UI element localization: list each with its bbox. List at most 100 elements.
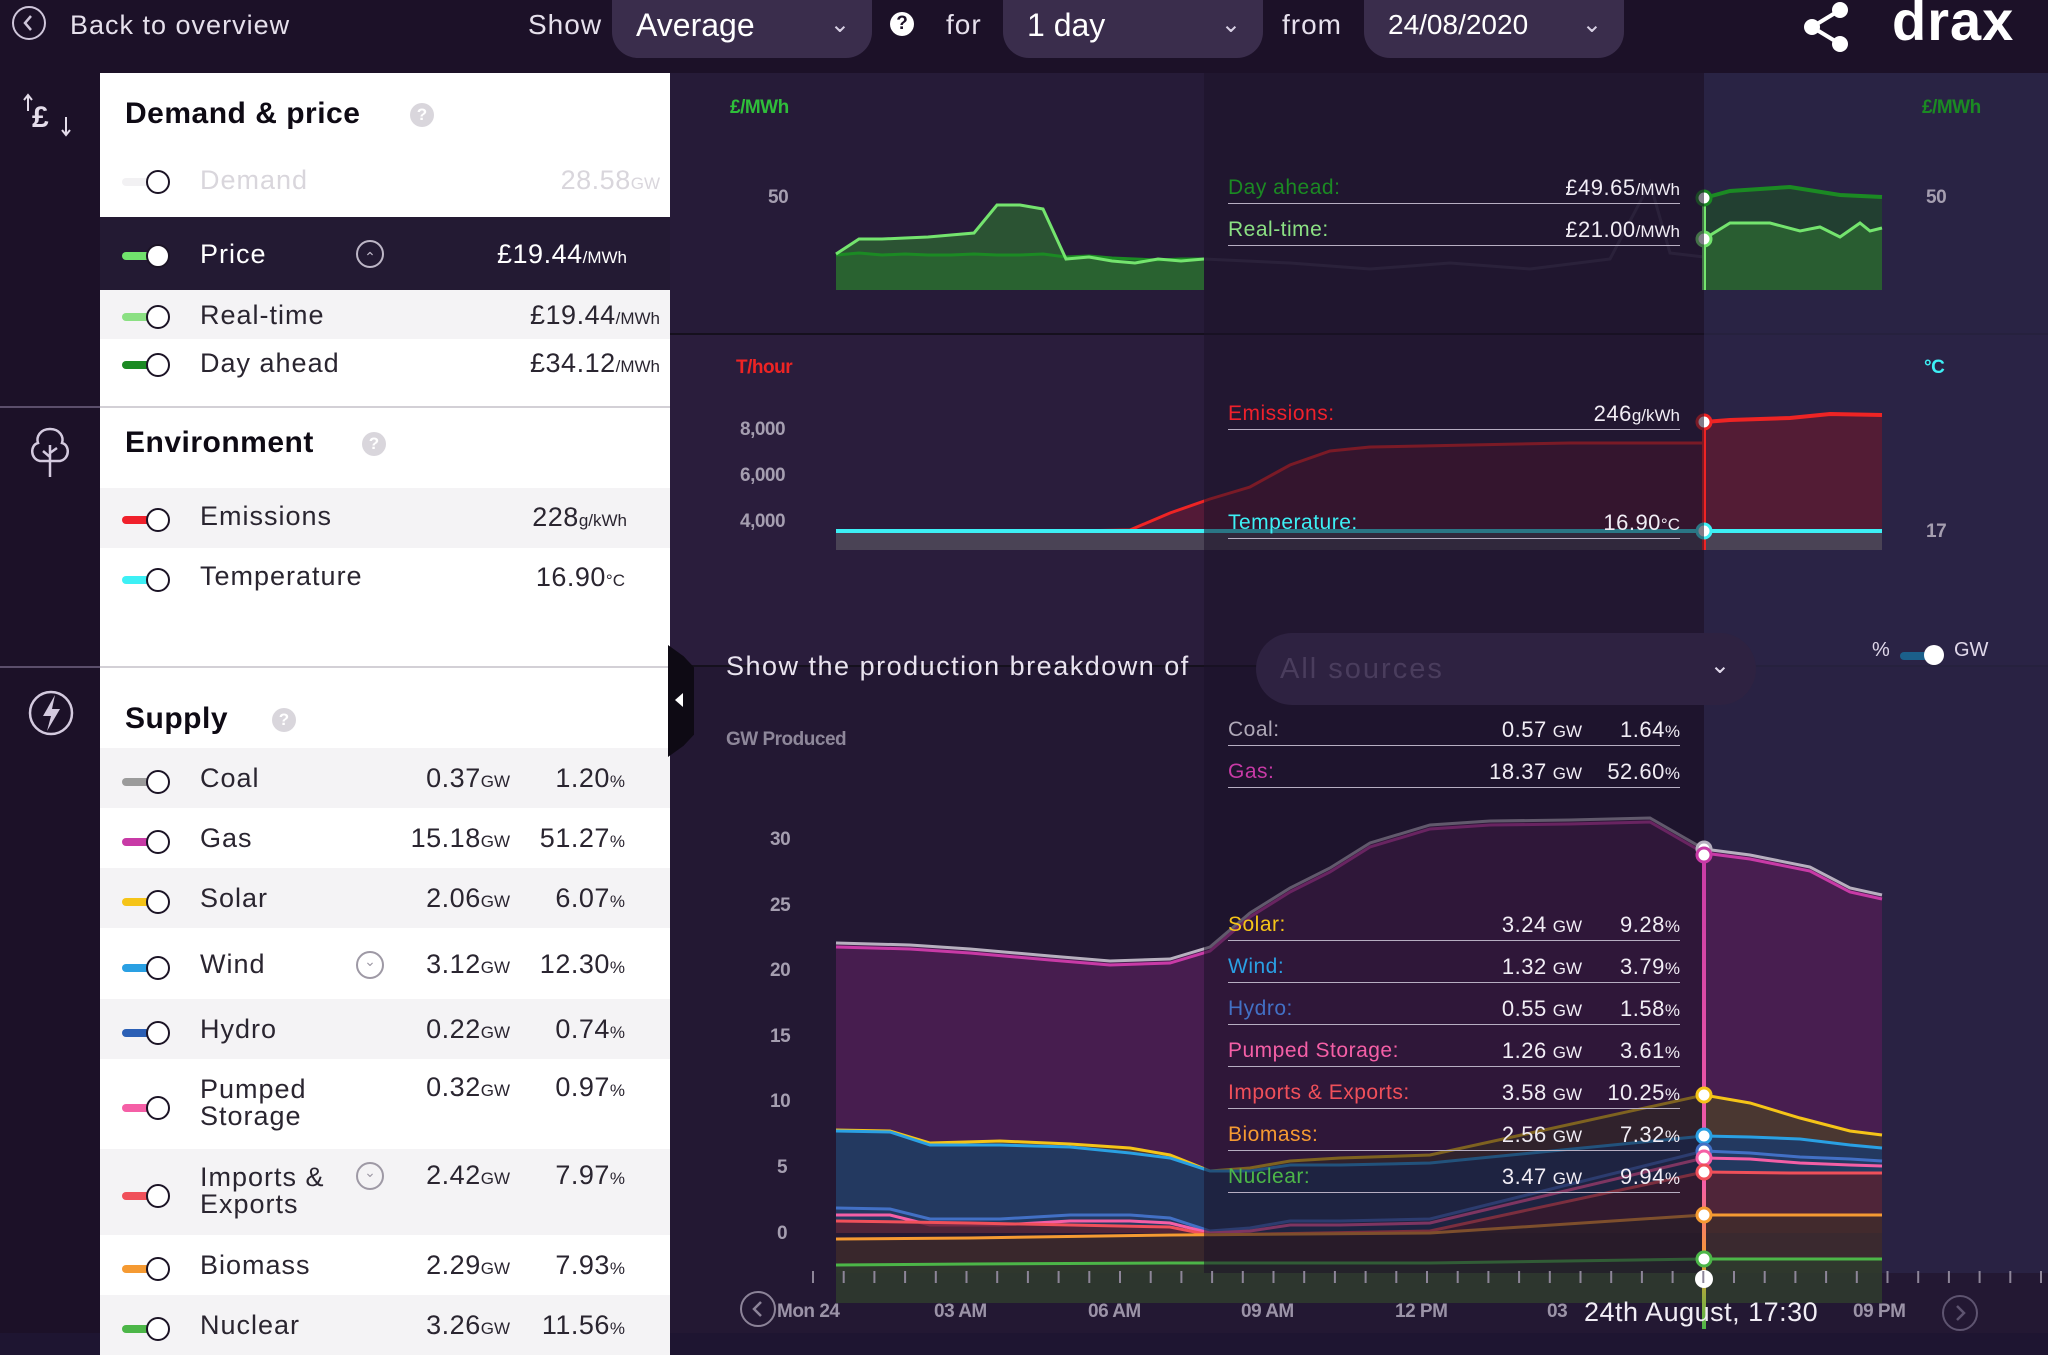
- metrics-panel: Demand & price ? Environment ? Supply ? …: [100, 73, 670, 1355]
- toggle-switch[interactable]: [122, 1316, 170, 1342]
- supply-gw: 0.32GW: [426, 1072, 510, 1103]
- show-select[interactable]: Average ⌄: [612, 0, 872, 58]
- help-icon[interactable]: ?: [890, 12, 914, 36]
- toggle-switch[interactable]: [122, 352, 170, 378]
- period-select[interactable]: 1 day ⌄: [1003, 0, 1263, 58]
- supply-row-biomass[interactable]: Biomass 2.29GW 7.93%: [100, 1235, 670, 1295]
- toggle-knob: [146, 568, 170, 592]
- metric-row-temperature[interactable]: Temperature 16.90°C: [100, 548, 670, 608]
- supply-row-hydro[interactable]: Hydro 0.22GW 0.74%: [100, 999, 670, 1059]
- readout-underline: [1228, 982, 1680, 983]
- drax-logo: drax: [1892, 0, 2015, 52]
- readout-pct: 52.60%: [1607, 759, 1680, 785]
- readout-pct-number: 9.28: [1620, 912, 1665, 937]
- supply-gw: 2.42GW: [426, 1160, 510, 1191]
- supply-gw-number: 0.22: [426, 1014, 481, 1044]
- cursor-dot: [1695, 1127, 1713, 1145]
- supply-row-nuclear[interactable]: Nuclear 3.26GW 11.56%: [100, 1295, 670, 1355]
- metric-value-number: £34.12: [530, 347, 616, 378]
- pct-unit: %: [609, 1169, 625, 1188]
- toggle-switch[interactable]: [122, 507, 170, 533]
- timeline-tick: [996, 1271, 999, 1283]
- date-select[interactable]: 24/08/2020 ⌄: [1364, 0, 1624, 58]
- gw-tick: 5: [777, 1157, 788, 1178]
- supply-row-solar[interactable]: Solar 2.06GW 6.07%: [100, 868, 670, 928]
- toggle-switch[interactable]: [122, 769, 170, 795]
- chevron-down-icon[interactable]: ⌄: [356, 1162, 384, 1190]
- timeline-next-button[interactable]: [1942, 1295, 1978, 1331]
- supply-label: Pumped: [200, 1074, 307, 1104]
- toggle-track: [122, 1029, 156, 1037]
- toggle-track: [122, 178, 156, 186]
- supply-gw-number: 3.26: [426, 1310, 481, 1340]
- tree-icon[interactable]: [24, 423, 76, 479]
- supply-gw-number: 2.06: [426, 883, 481, 913]
- metric-row-day-ahead[interactable]: Day ahead £34.12/MWh: [100, 339, 670, 386]
- share-icon[interactable]: [1800, 0, 1854, 54]
- supply-row-imports-[interactable]: Imports & Exports 2.42GW 7.97% ⌄: [100, 1149, 670, 1235]
- metric-row-emissions[interactable]: Emissions 228g/kWh: [100, 488, 670, 548]
- readout-underline: [1228, 940, 1680, 941]
- pct-unit: %: [1664, 1085, 1680, 1104]
- timeline-tick: [1057, 1271, 1060, 1283]
- timeline-tick: [1303, 1271, 1306, 1283]
- timeline-tick: [1794, 1271, 1797, 1283]
- toggle-switch[interactable]: [122, 1256, 170, 1282]
- metric-row-demand[interactable]: Demand 28.58GW: [100, 143, 670, 217]
- toggle-switch[interactable]: [122, 243, 170, 269]
- toggle-switch[interactable]: [122, 829, 170, 855]
- price-right-tick: 50: [1926, 187, 1947, 208]
- timeline-prev-button[interactable]: [740, 1291, 776, 1327]
- toggle-switch[interactable]: [122, 955, 170, 981]
- gw-unit: GW: [1552, 1001, 1582, 1020]
- metric-row-real-time[interactable]: Real-time £19.44/MWh: [100, 290, 670, 339]
- back-button[interactable]: Back to overview: [10, 4, 310, 46]
- toggle-switch[interactable]: [122, 169, 170, 195]
- supply-pct-number: 7.93: [555, 1250, 610, 1280]
- readout-pct: 3.79%: [1620, 954, 1680, 980]
- supply-pct-number: 0.97: [555, 1072, 610, 1102]
- cursor-dot: [1695, 1149, 1713, 1167]
- metric-label: Temperature: [200, 561, 363, 591]
- toggle-track: [122, 963, 156, 972]
- toggle-switch[interactable]: [122, 1095, 170, 1121]
- metric-row-price[interactable]: Price £19.44/MWh ⌃: [100, 217, 670, 290]
- help-icon[interactable]: ?: [362, 432, 386, 456]
- timeline-tick: [1026, 1271, 1029, 1283]
- gw-unit: GW: [480, 832, 510, 851]
- toggle-knob: [146, 243, 170, 268]
- toggle-switch[interactable]: [122, 1020, 170, 1046]
- readout-gw-number: 1.32: [1501, 954, 1547, 979]
- help-icon[interactable]: ?: [410, 103, 434, 127]
- metric-value-number: 16.90: [535, 562, 606, 592]
- cursor-dot: [1695, 1250, 1713, 1268]
- toggle-switch[interactable]: [122, 304, 170, 330]
- metric-value-number: 28.58: [560, 165, 631, 195]
- real-time-line-right: [1703, 221, 1883, 241]
- chevron-up-icon[interactable]: ⌃: [356, 239, 384, 268]
- help-icon[interactable]: ?: [272, 708, 296, 732]
- toggle-switch[interactable]: [122, 1183, 170, 1209]
- timeline-tick: [1395, 1271, 1398, 1283]
- timeline-cursor-label: 24th August, 17:30: [1584, 1297, 1819, 1327]
- demand-price-header: Demand & price ?: [100, 73, 670, 143]
- emissions-tick: 8,000: [740, 419, 786, 440]
- metric-value-number: £19.44: [530, 299, 616, 330]
- breakdown-select[interactable]: All sources ⌄: [1256, 633, 1756, 705]
- readout-pct-number: 1.58: [1620, 996, 1665, 1021]
- unit-toggle[interactable]: [1900, 643, 1946, 667]
- collapse-arrow-icon: [675, 693, 683, 707]
- timeline-tick: [842, 1271, 845, 1283]
- timeline-tick: [1917, 1271, 1920, 1283]
- lightning-icon[interactable]: [26, 685, 76, 741]
- chevron-down-icon[interactable]: ⌄: [356, 950, 384, 979]
- supply-row-pumped[interactable]: Pumped Storage 0.32GW 0.97%: [100, 1059, 670, 1149]
- panel-collapse-handle[interactable]: [668, 645, 694, 757]
- supply-row-coal[interactable]: Coal 0.37GW 1.20%: [100, 748, 670, 808]
- toggle-switch[interactable]: [122, 567, 170, 593]
- price-section-icon[interactable]: £: [22, 91, 82, 141]
- supply-row-gas[interactable]: Gas 15.18GW 51.27%: [100, 808, 670, 868]
- toggle-track: [122, 516, 156, 524]
- toggle-switch[interactable]: [122, 889, 170, 915]
- supply-row-wind[interactable]: Wind 3.12GW 12.30% ⌄: [100, 928, 670, 999]
